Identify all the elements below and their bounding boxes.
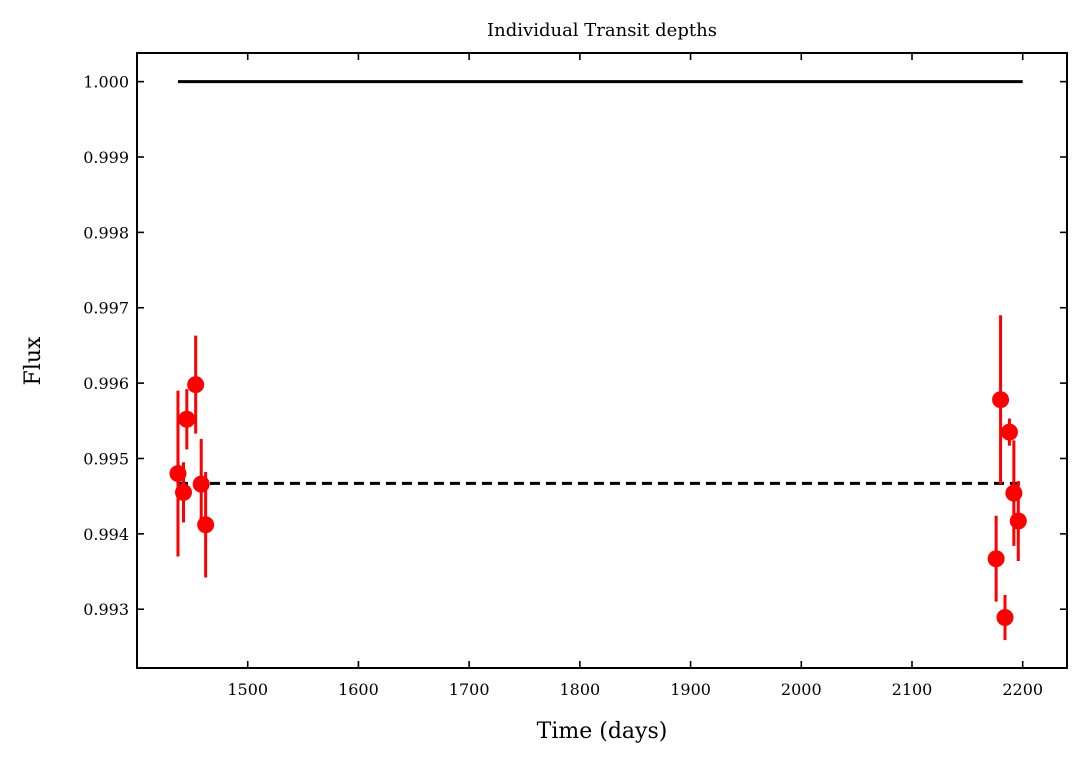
plot-marks bbox=[169, 80, 1027, 641]
x-tick-label: 1700 bbox=[449, 680, 490, 699]
chart-title: Individual Transit depths bbox=[487, 20, 717, 41]
data-point bbox=[1009, 512, 1027, 530]
axis-ticks: 1500 1600 1700 1800 1900 2000 2100 2200 0.993 0.9… bbox=[83, 53, 1067, 699]
y-tick-label: 0.993 bbox=[83, 600, 129, 619]
y-tick-label: 0.999 bbox=[83, 148, 129, 167]
data-point bbox=[187, 376, 205, 394]
x-tick-label: 2100 bbox=[892, 680, 933, 699]
data-point bbox=[1000, 423, 1018, 441]
data-point bbox=[992, 391, 1010, 409]
y-tick-label: 0.997 bbox=[83, 299, 129, 318]
data-point bbox=[1005, 484, 1023, 502]
x-tick-label: 1900 bbox=[670, 680, 711, 699]
plot-frame bbox=[136, 52, 1068, 669]
y-tick-label: 1.000 bbox=[83, 73, 129, 92]
x-tick-label: 1500 bbox=[227, 680, 268, 699]
data-point bbox=[169, 465, 187, 483]
data-point bbox=[996, 609, 1014, 627]
x-tick-label: 1600 bbox=[338, 680, 379, 699]
y-tick-label: 0.998 bbox=[83, 223, 129, 242]
x-tick-label: 2200 bbox=[1002, 680, 1043, 699]
y-axis-label: Flux bbox=[21, 336, 46, 385]
data-point bbox=[178, 410, 196, 428]
y-tick-label: 0.995 bbox=[83, 449, 129, 468]
data-point bbox=[175, 483, 192, 501]
data-point bbox=[192, 475, 210, 493]
x-tick-label: 2000 bbox=[781, 680, 822, 699]
data-point bbox=[197, 516, 215, 534]
x-axis-label: Time (days) bbox=[537, 719, 668, 744]
x-tick-label: 1800 bbox=[559, 680, 600, 699]
y-tick-label: 0.996 bbox=[83, 374, 129, 393]
data-point bbox=[987, 550, 1005, 568]
y-tick-label: 0.994 bbox=[83, 525, 129, 544]
